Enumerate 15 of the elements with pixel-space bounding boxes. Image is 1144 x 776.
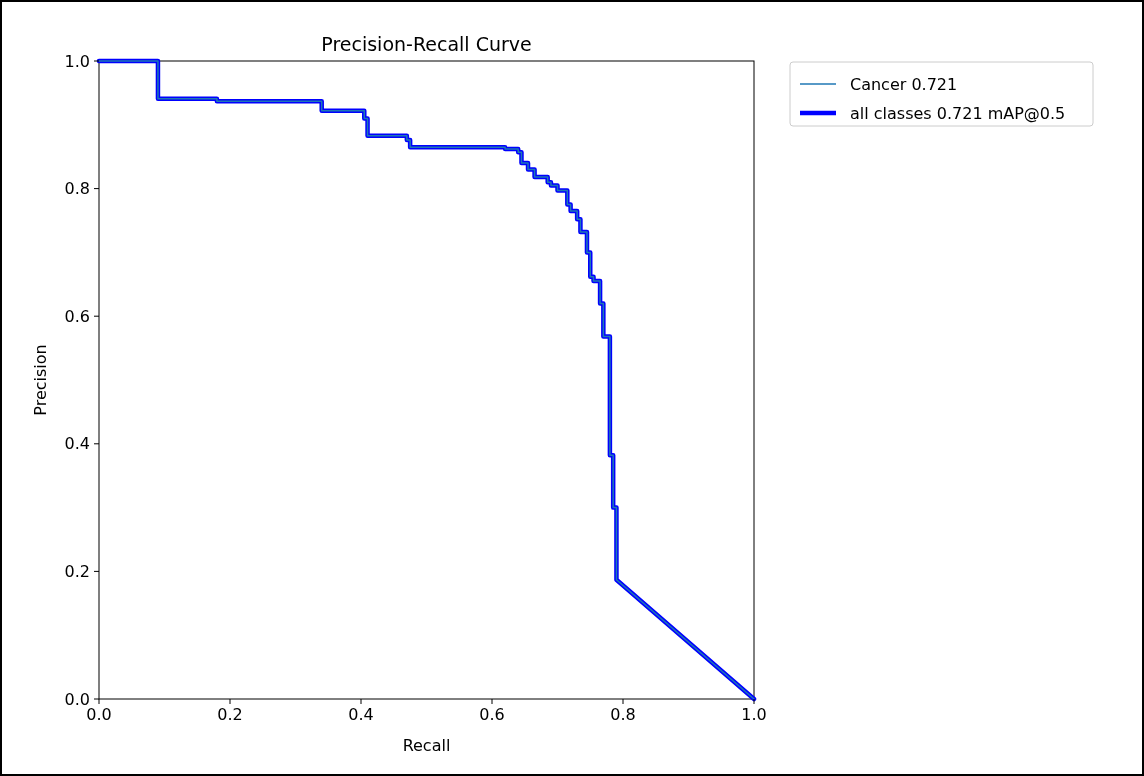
x-tick-label: 0.6 bbox=[479, 705, 505, 724]
legend-label: all classes 0.721 mAP@0.5 bbox=[850, 103, 1066, 123]
x-tick-label: 0.8 bbox=[610, 705, 636, 724]
y-tick-label: 0.2 bbox=[64, 562, 90, 581]
x-tick-label: 1.0 bbox=[741, 705, 767, 724]
chart-title: Precision-Recall Curve bbox=[321, 33, 532, 55]
x-tick-label: 0.2 bbox=[217, 705, 243, 724]
y-tick-label: 0.8 bbox=[64, 179, 90, 199]
y-tick-label: 1.0 bbox=[64, 51, 90, 71]
x-axis-title: Recall bbox=[402, 736, 451, 755]
y-axis-title: Precision bbox=[31, 344, 50, 416]
x-tick-label: 0.4 bbox=[348, 705, 374, 724]
legend-label: Cancer 0.721 bbox=[850, 74, 958, 94]
y-tick-label: 0.6 bbox=[64, 306, 90, 326]
y-tick-label: 0.4 bbox=[64, 434, 90, 454]
